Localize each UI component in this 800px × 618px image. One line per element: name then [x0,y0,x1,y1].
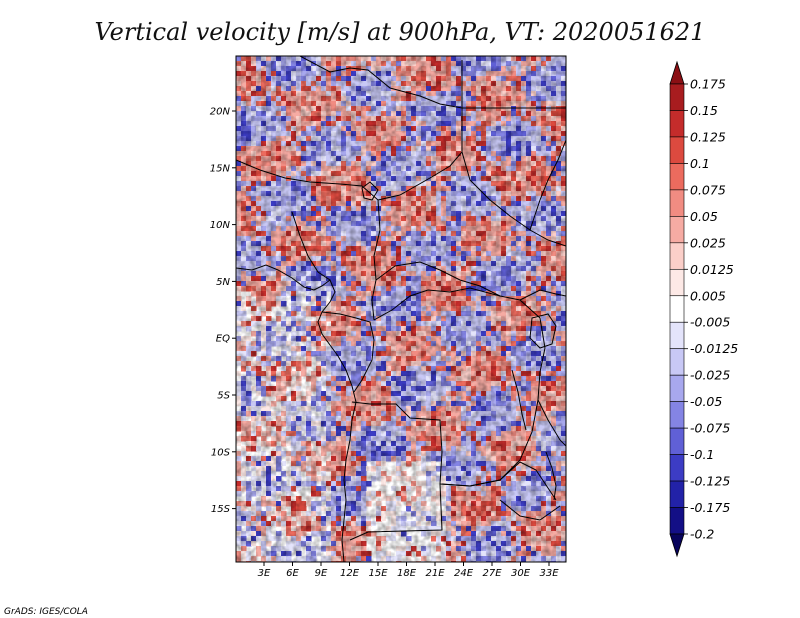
colorbar-segment [669,189,685,217]
colorbar-segment [669,454,685,482]
lon-tick-label: 15E [368,568,388,579]
colorbar-label: 0.15 [690,103,718,118]
colorbar-segment [669,295,685,323]
border-chad-cameroon [371,199,381,321]
map-frame [235,55,567,563]
lat-tick-label: 10S [211,447,231,458]
lat-tick-label: 15S [211,504,231,515]
colorbar-segment [669,242,685,270]
lon-tick-label: 12E [340,568,360,579]
border-east [519,289,566,301]
lat-tick-label: 5S [217,391,230,402]
coastline-west-africa [236,264,357,562]
lat-tick-label: 10N [210,220,231,231]
lake-victoria [529,313,557,349]
lon-tick-label: 30E [511,568,531,579]
colorbar-label: 0.075 [690,182,726,197]
colorbar-bottom-arrow [669,533,685,558]
border-car [375,261,501,297]
lat-tick-label: 15N [210,163,231,174]
longitude-axis: 3E 6E 9E 12E 15E 18E 21E 24E 27E 30E 33E [258,562,559,579]
lon-tick-label: 3E [258,568,271,579]
colorbar-label: -0.175 [690,500,730,515]
colorbar-label: -0.005 [690,315,730,330]
border-drc [373,287,546,487]
credit-label: GrADS: IGES/COLA [4,607,88,617]
colorbar-segment [669,136,685,164]
colorbar-top-arrow [669,60,685,85]
field-texture [236,56,566,562]
colorbar-segment [669,268,685,297]
colorbar-label: 0.025 [690,235,726,250]
border-tanzania [537,399,566,447]
colorbar-label: 0.0125 [690,262,734,277]
border-nigeria [291,211,331,281]
latitude-axis: 20N 15N 10N 5N EQ 5S 10S 15S [210,107,236,515]
border-angola [349,401,443,541]
lake-malawi [545,451,557,501]
colorbar-label: -0.0125 [690,341,738,356]
colorbar-segment [669,216,685,244]
colorbar-label: 0.005 [690,288,726,303]
colorbar: 0.175 0.15 0.125 0.1 0.075 0.05 0.025 0.0125 0.0… [669,60,738,558]
lat-tick-label: EQ [216,334,230,345]
colorbar-label: 0.125 [690,129,726,144]
border-north [299,56,463,109]
country-borders [236,56,566,562]
lon-tick-label: 24E [454,568,474,579]
lon-tick-label: 18E [397,568,417,579]
colorbar-label: -0.05 [690,394,722,409]
border-sudan-south [461,151,566,247]
colorbar-segment [669,348,685,376]
lon-tick-label: 27E [482,568,502,579]
lon-tick-label: 21E [425,568,445,579]
colorbar-segment [669,163,685,191]
colorbar-label: 0.175 [690,77,726,92]
velocity-field [236,56,566,562]
border-sahel [236,60,463,201]
chart-title: Vertical velocity [m/s] at 900hPa, VT: 2… [95,18,706,46]
colorbar-segment [669,83,685,111]
colorbar-segment [669,321,685,350]
lon-tick-label: 9E [315,568,328,579]
colorbar-label: -0.1 [690,447,714,462]
colorbar-segment [669,401,685,429]
lat-tick-label: 5N [216,277,230,288]
colorbar-label: -0.125 [690,474,730,489]
border-sudan-ethiopia [529,139,566,231]
lake-tanganyika [511,369,527,431]
colorbar-label: -0.2 [690,527,714,542]
colorbar-segment [669,507,685,535]
colorbar-segment [669,427,685,455]
colorbar-label: 0.05 [690,209,718,224]
lat-tick-label: 20N [210,107,231,118]
colorbar-segment [669,480,685,508]
colorbar-label: -0.025 [690,368,730,383]
border-gabon-congo [321,311,375,393]
border-zambia [441,461,557,501]
border-mozambique [499,499,561,521]
colorbar-label: -0.075 [690,421,730,436]
lake-chad [361,181,379,201]
lon-tick-label: 6E [286,568,299,579]
colorbar-segment [669,374,685,402]
colorbar-label: 0.1 [690,156,710,171]
colorbar-segment [669,110,685,138]
lon-tick-label: 33E [539,568,559,579]
